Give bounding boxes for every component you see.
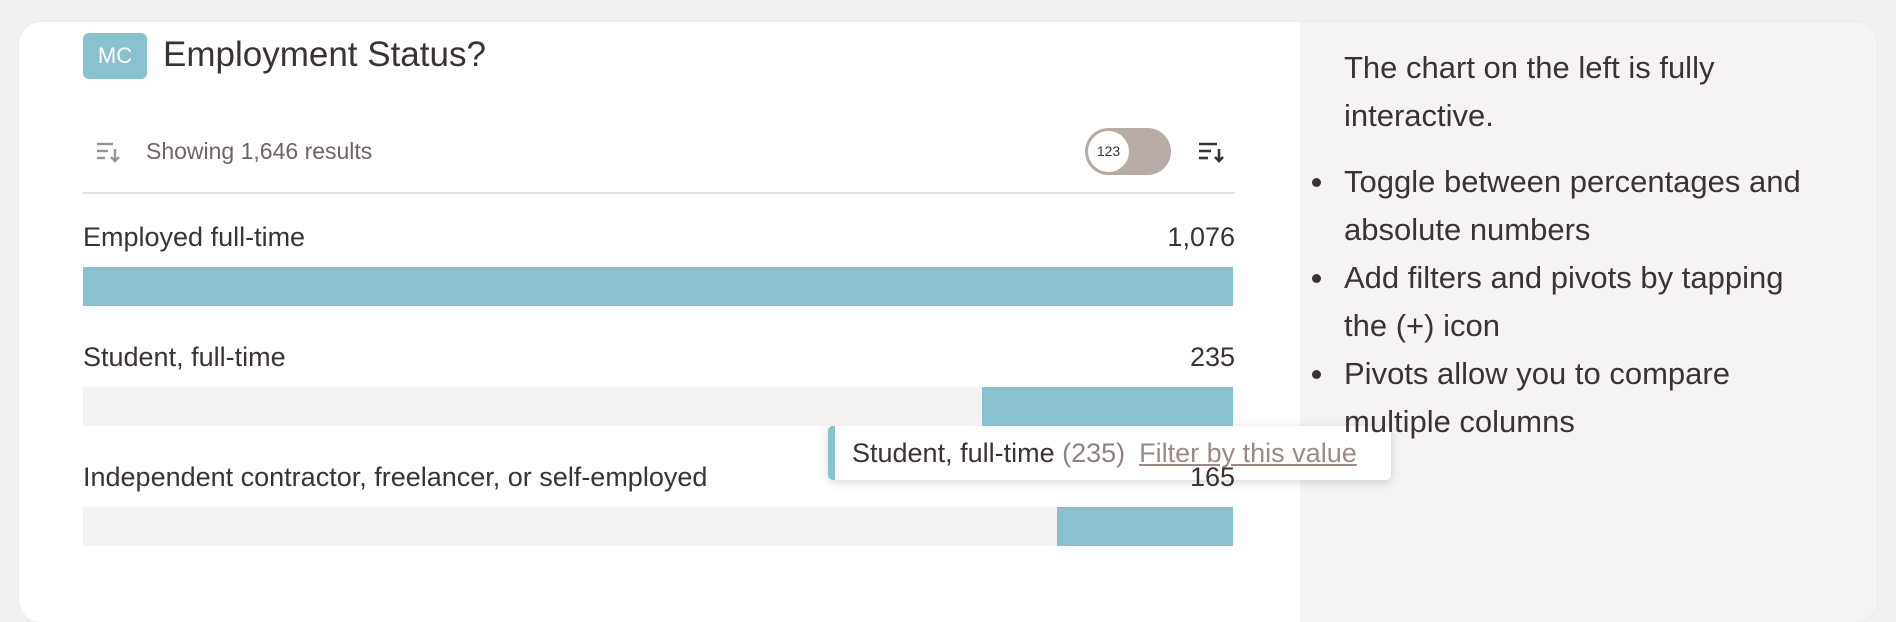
number-toggle[interactable]: 123: [1085, 128, 1171, 175]
filter-link[interactable]: Filter by this value: [1139, 438, 1357, 468]
order-icon[interactable]: [1197, 140, 1225, 164]
bar-value-label: 1,076: [1167, 222, 1235, 252]
bar-track: [83, 267, 1233, 306]
divider: [83, 192, 1235, 194]
bar-label: Employed full-time: [83, 222, 306, 252]
sort-icon[interactable]: [95, 140, 121, 164]
bar-value-label: 235: [1189, 342, 1235, 372]
bar: [83, 267, 1233, 306]
bar-value-label: 165: [1189, 462, 1235, 492]
toggle-knob: 123: [1088, 131, 1129, 172]
tooltip-count: (235): [1062, 438, 1126, 468]
tooltip-accent: [828, 426, 835, 480]
help-intro: The chart on the left is fully interacti…: [1344, 50, 1715, 133]
help-bullet: Toggle between percentages and absolute …: [1312, 158, 1814, 254]
bar-track: [83, 387, 1233, 426]
help-bullet: Add filters and pivots by tapping the (+…: [1312, 254, 1814, 350]
page: {"header": {"badge": "MC", "title": "Emp…: [19, 22, 1877, 622]
tooltip-label: Student, full-time: [852, 438, 1055, 468]
bar: [981, 387, 1233, 426]
help-bullet: Pivots allow you to compare multiple col…: [1312, 350, 1814, 446]
tooltip: Student, full-time (235) Filter by this v…: [828, 426, 1391, 480]
bar-label: Independent contractor, freelancer, or s…: [83, 462, 708, 492]
type-badge: MC: [83, 33, 147, 79]
question-title: Employment Status?: [163, 35, 486, 74]
results-summary: Showing 1,646 results: [146, 138, 373, 164]
help-text: The chart on the left is fully interacti…: [1312, 44, 1814, 446]
tooltip-text: Student, full-time (235) Filter by this v…: [852, 426, 1357, 480]
bar-track: [83, 507, 1233, 546]
bar-label: Student, full-time: [83, 342, 286, 372]
bar: [1056, 507, 1233, 546]
help-panel: [1300, 22, 1877, 622]
question-card: MC Employment Status? Showing 1,646 resu…: [19, 22, 1877, 622]
help-list: Toggle between percentages and absolute …: [1312, 158, 1814, 446]
